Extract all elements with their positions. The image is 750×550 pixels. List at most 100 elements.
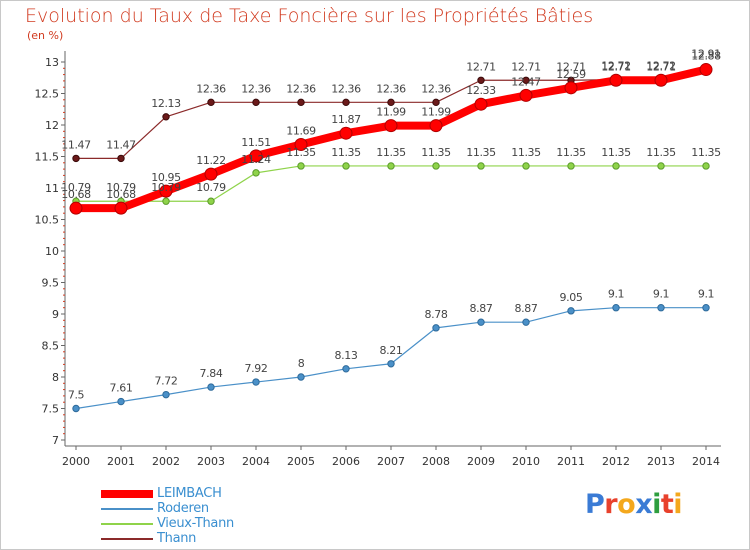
data-point-vieux-thann (252, 169, 260, 177)
y-tick-label: 9 (52, 308, 59, 321)
data-label-roderen: 7.84 (200, 367, 223, 380)
data-point-thann (162, 113, 170, 121)
data-point-roderen (207, 383, 215, 391)
data-point-leimbach (474, 97, 488, 111)
data-label-roderen: 8.21 (380, 344, 403, 357)
data-point-leimbach (699, 63, 713, 77)
data-label-vieux-thann: 11.35 (646, 146, 676, 159)
logo-letter: x (635, 489, 653, 520)
data-point-thann (432, 98, 440, 107)
data-label-roderen: 8.78 (425, 308, 448, 321)
y-tick-label: 7 (52, 434, 59, 447)
data-point-roderen (657, 304, 665, 312)
data-label-leimbach: 11.69 (286, 125, 316, 138)
legend-item-vieux-thann: Vieux-Thann (101, 516, 234, 531)
data-point-leimbach (654, 73, 668, 87)
data-label-vieux-thann: 11.35 (691, 146, 721, 159)
logo-letter: P (585, 489, 605, 520)
data-label-thann: 12.36 (421, 82, 451, 95)
data-point-vieux-thann (297, 162, 305, 170)
data-point-thann (72, 154, 80, 163)
data-point-leimbach (249, 149, 263, 163)
data-label-leimbach: 12.88 (691, 50, 721, 63)
data-label-roderen: 7.92 (245, 362, 268, 375)
legend-swatch-thann (101, 537, 153, 540)
data-point-leimbach (204, 167, 218, 181)
x-tick-label: 2004 (242, 455, 270, 468)
data-point-leimbach (339, 126, 353, 140)
data-label-vieux-thann: 11.35 (511, 146, 541, 159)
chart-title: Evolution du Taux de Taxe Foncière sur l… (25, 5, 594, 27)
data-label-roderen: 9.05 (560, 291, 583, 304)
x-tick-label: 2005 (287, 455, 315, 468)
data-label-thann: 11.47 (61, 138, 91, 151)
data-label-vieux-thann: 10.79 (61, 181, 91, 194)
data-point-leimbach (519, 88, 533, 102)
data-label-vieux-thann: 10.79 (196, 181, 226, 194)
data-point-roderen (162, 390, 170, 399)
data-label-roderen: 7.5 (68, 389, 85, 402)
series-line-roderen (75, 307, 707, 410)
data-label-thann: 12.72 (646, 60, 676, 73)
data-point-leimbach (609, 73, 623, 87)
data-label-roderen: 7.72 (155, 375, 178, 388)
data-label-vieux-thann: 11.35 (556, 146, 586, 159)
data-point-roderen (702, 304, 710, 312)
data-point-thann (252, 98, 260, 107)
data-point-roderen (72, 404, 80, 413)
data-label-thann: 12.36 (196, 82, 226, 95)
legend-swatch-vieux-thann (101, 522, 153, 525)
data-label-thann: 12.36 (331, 82, 361, 95)
x-tick-label: 2011 (557, 455, 585, 468)
logo-letter: o (617, 489, 636, 520)
data-point-vieux-thann (342, 162, 350, 170)
x-tick-label: 2009 (467, 455, 495, 468)
logo-letter: t (660, 489, 674, 520)
proxiti-logo: Proxiti (585, 489, 683, 520)
data-label-vieux-thann: 11.35 (286, 146, 316, 159)
legend-item-roderen: Roderen (101, 501, 234, 516)
data-point-leimbach (384, 119, 398, 133)
series-leimbach (69, 63, 713, 215)
data-label-leimbach: 10.68 (106, 188, 136, 201)
legend-label-roderen: Roderen (157, 501, 209, 516)
data-label-leimbach: 10.68 (61, 188, 91, 201)
x-tick-label: 2003 (197, 455, 225, 468)
data-point-roderen (387, 360, 395, 368)
legend-swatch-leimbach (101, 489, 153, 498)
y-tick-label: 12.5 (35, 88, 60, 101)
x-tick-label: 2012 (602, 455, 630, 468)
data-label-leimbach: 12.33 (466, 84, 496, 97)
legend-label-vieux-thann: Vieux-Thann (157, 516, 234, 531)
x-tick-label: 2013 (647, 455, 675, 468)
data-label-thann: 12.71 (511, 60, 541, 73)
data-point-thann (207, 98, 215, 107)
series-roderen (72, 304, 710, 413)
data-label-thann: 12.36 (241, 82, 271, 95)
data-label-roderen: 9.1 (608, 288, 624, 301)
data-label-roderen: 8.87 (470, 302, 493, 315)
data-label-roderen: 7.61 (110, 382, 133, 395)
x-tick-label: 2002 (152, 455, 180, 468)
data-label-vieux-thann: 10.79 (151, 181, 181, 194)
data-point-roderen (117, 397, 125, 406)
y-tick-label: 11 (45, 182, 59, 195)
x-tick-label: 2010 (512, 455, 540, 468)
legend-swatch-roderen (101, 507, 153, 510)
data-label-vieux-thann: 11.35 (601, 146, 631, 159)
logo-letter: i (673, 489, 683, 520)
data-label-leimbach: 12.71 (646, 60, 676, 73)
y-tick-label: 9.5 (42, 277, 60, 290)
y-tick-label: 12 (45, 119, 59, 132)
data-point-roderen (477, 318, 485, 326)
data-label-vieux-thann: 11.35 (466, 146, 496, 159)
data-point-leimbach (294, 138, 308, 152)
data-label-thann: 12.91 (691, 48, 721, 61)
x-tick-label: 2008 (422, 455, 450, 468)
data-label-thann: 12.72 (601, 60, 631, 73)
data-label-thann: 12.71 (466, 60, 496, 73)
legend: LEIMBACH Roderen Vieux-Thann Thann (101, 486, 234, 546)
data-point-leimbach (429, 119, 443, 133)
legend-label-leimbach: LEIMBACH (157, 486, 222, 501)
y-tick-label: 7.5 (42, 403, 60, 416)
